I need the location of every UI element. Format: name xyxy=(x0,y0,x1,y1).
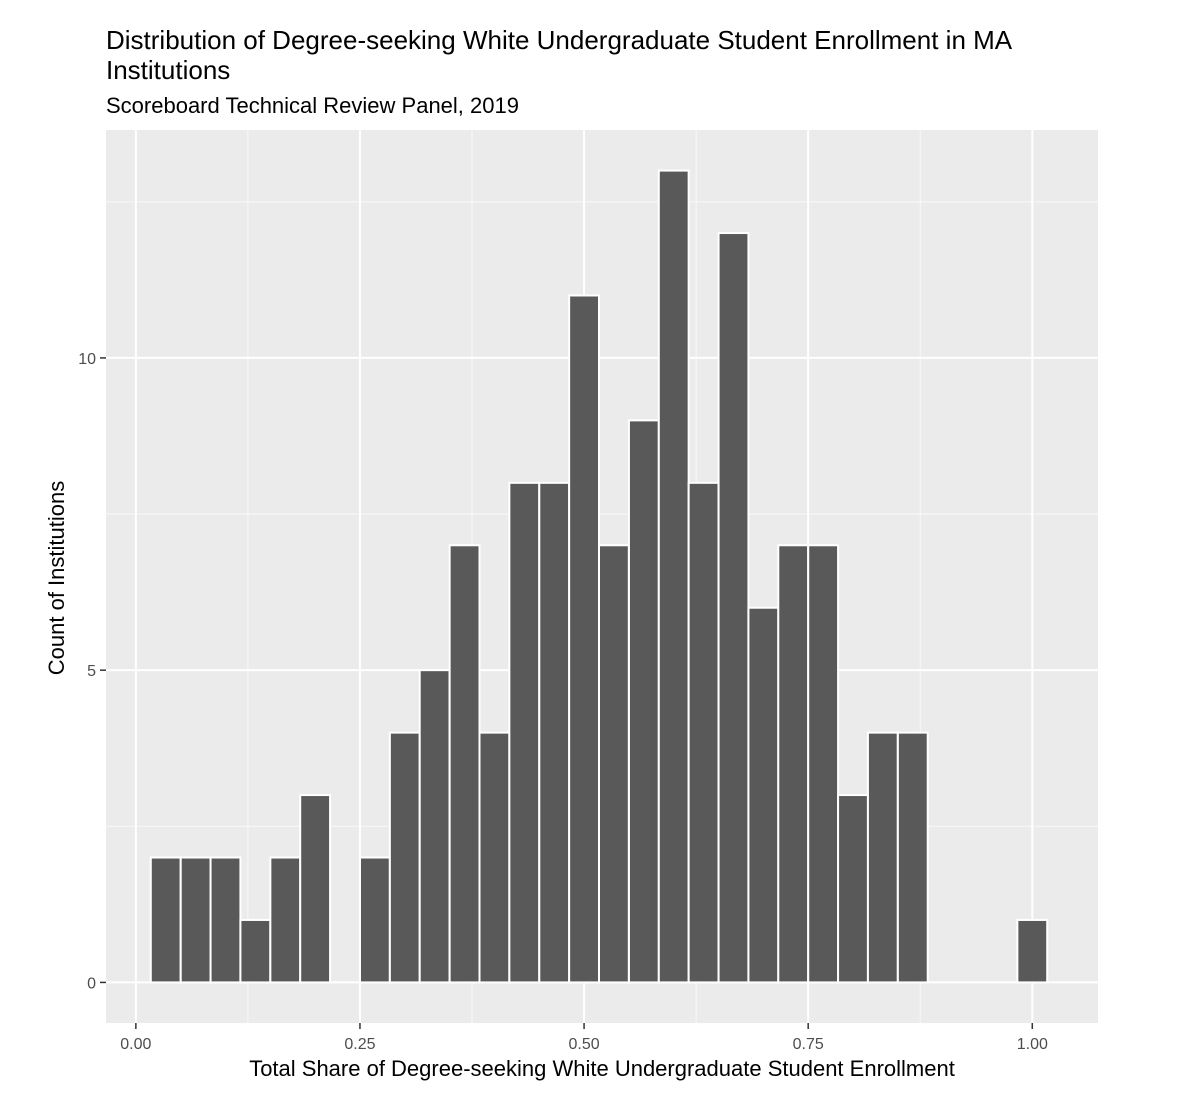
chart-subtitle: Scoreboard Technical Review Panel, 2019 xyxy=(106,93,519,118)
histogram-bar xyxy=(209,856,242,984)
y-tick-label: 5 xyxy=(87,663,96,680)
y-axis: 0 5 10 xyxy=(78,351,106,992)
x-axis-title: Total Share of Degree-seeking White Unde… xyxy=(249,1056,955,1081)
y-axis-title: Count of Institutions xyxy=(44,481,69,675)
histogram-bar xyxy=(866,731,899,984)
histogram-bars xyxy=(149,169,1049,984)
histogram-bar xyxy=(717,232,750,984)
x-axis: 0.00 0.25 0.50 0.75 1.00 xyxy=(120,1023,1048,1053)
y-tick-label: 0 xyxy=(87,975,96,992)
histogram-bar xyxy=(269,856,302,984)
x-tick-label: 0.25 xyxy=(344,1036,375,1053)
histogram-bar xyxy=(508,481,541,984)
histogram-bar xyxy=(359,856,391,984)
histogram-bar xyxy=(179,856,212,984)
histogram-bar xyxy=(568,294,600,984)
histogram-bar xyxy=(896,731,929,984)
histogram-bar xyxy=(149,856,182,984)
histogram-bar xyxy=(538,481,571,984)
histogram-bar xyxy=(657,169,690,984)
x-tick-label: 1.00 xyxy=(1017,1036,1048,1053)
x-tick-label: 0.00 xyxy=(120,1036,151,1053)
histogram-bar xyxy=(299,794,332,984)
histogram-bar xyxy=(239,918,272,984)
x-tick-label: 0.75 xyxy=(793,1036,824,1053)
histogram-bar xyxy=(747,606,780,984)
histogram-bar xyxy=(687,481,720,984)
histogram-bar xyxy=(478,731,511,984)
histogram-bar xyxy=(1016,918,1049,984)
histogram-bar xyxy=(807,544,840,984)
x-tick-label: 0.50 xyxy=(569,1036,600,1053)
histogram-bar xyxy=(777,544,810,984)
histogram-bar xyxy=(388,731,421,984)
chart-title-line-2: Institutions xyxy=(106,55,230,85)
histogram-bar xyxy=(448,544,481,984)
chart-title-line-1: Distribution of Degree-seeking White Und… xyxy=(106,25,1013,55)
histogram-bar xyxy=(627,419,660,984)
histogram-bar xyxy=(597,544,630,984)
y-tick-label: 10 xyxy=(78,351,96,368)
histogram-bar xyxy=(837,794,869,984)
histogram-bar xyxy=(418,669,451,984)
